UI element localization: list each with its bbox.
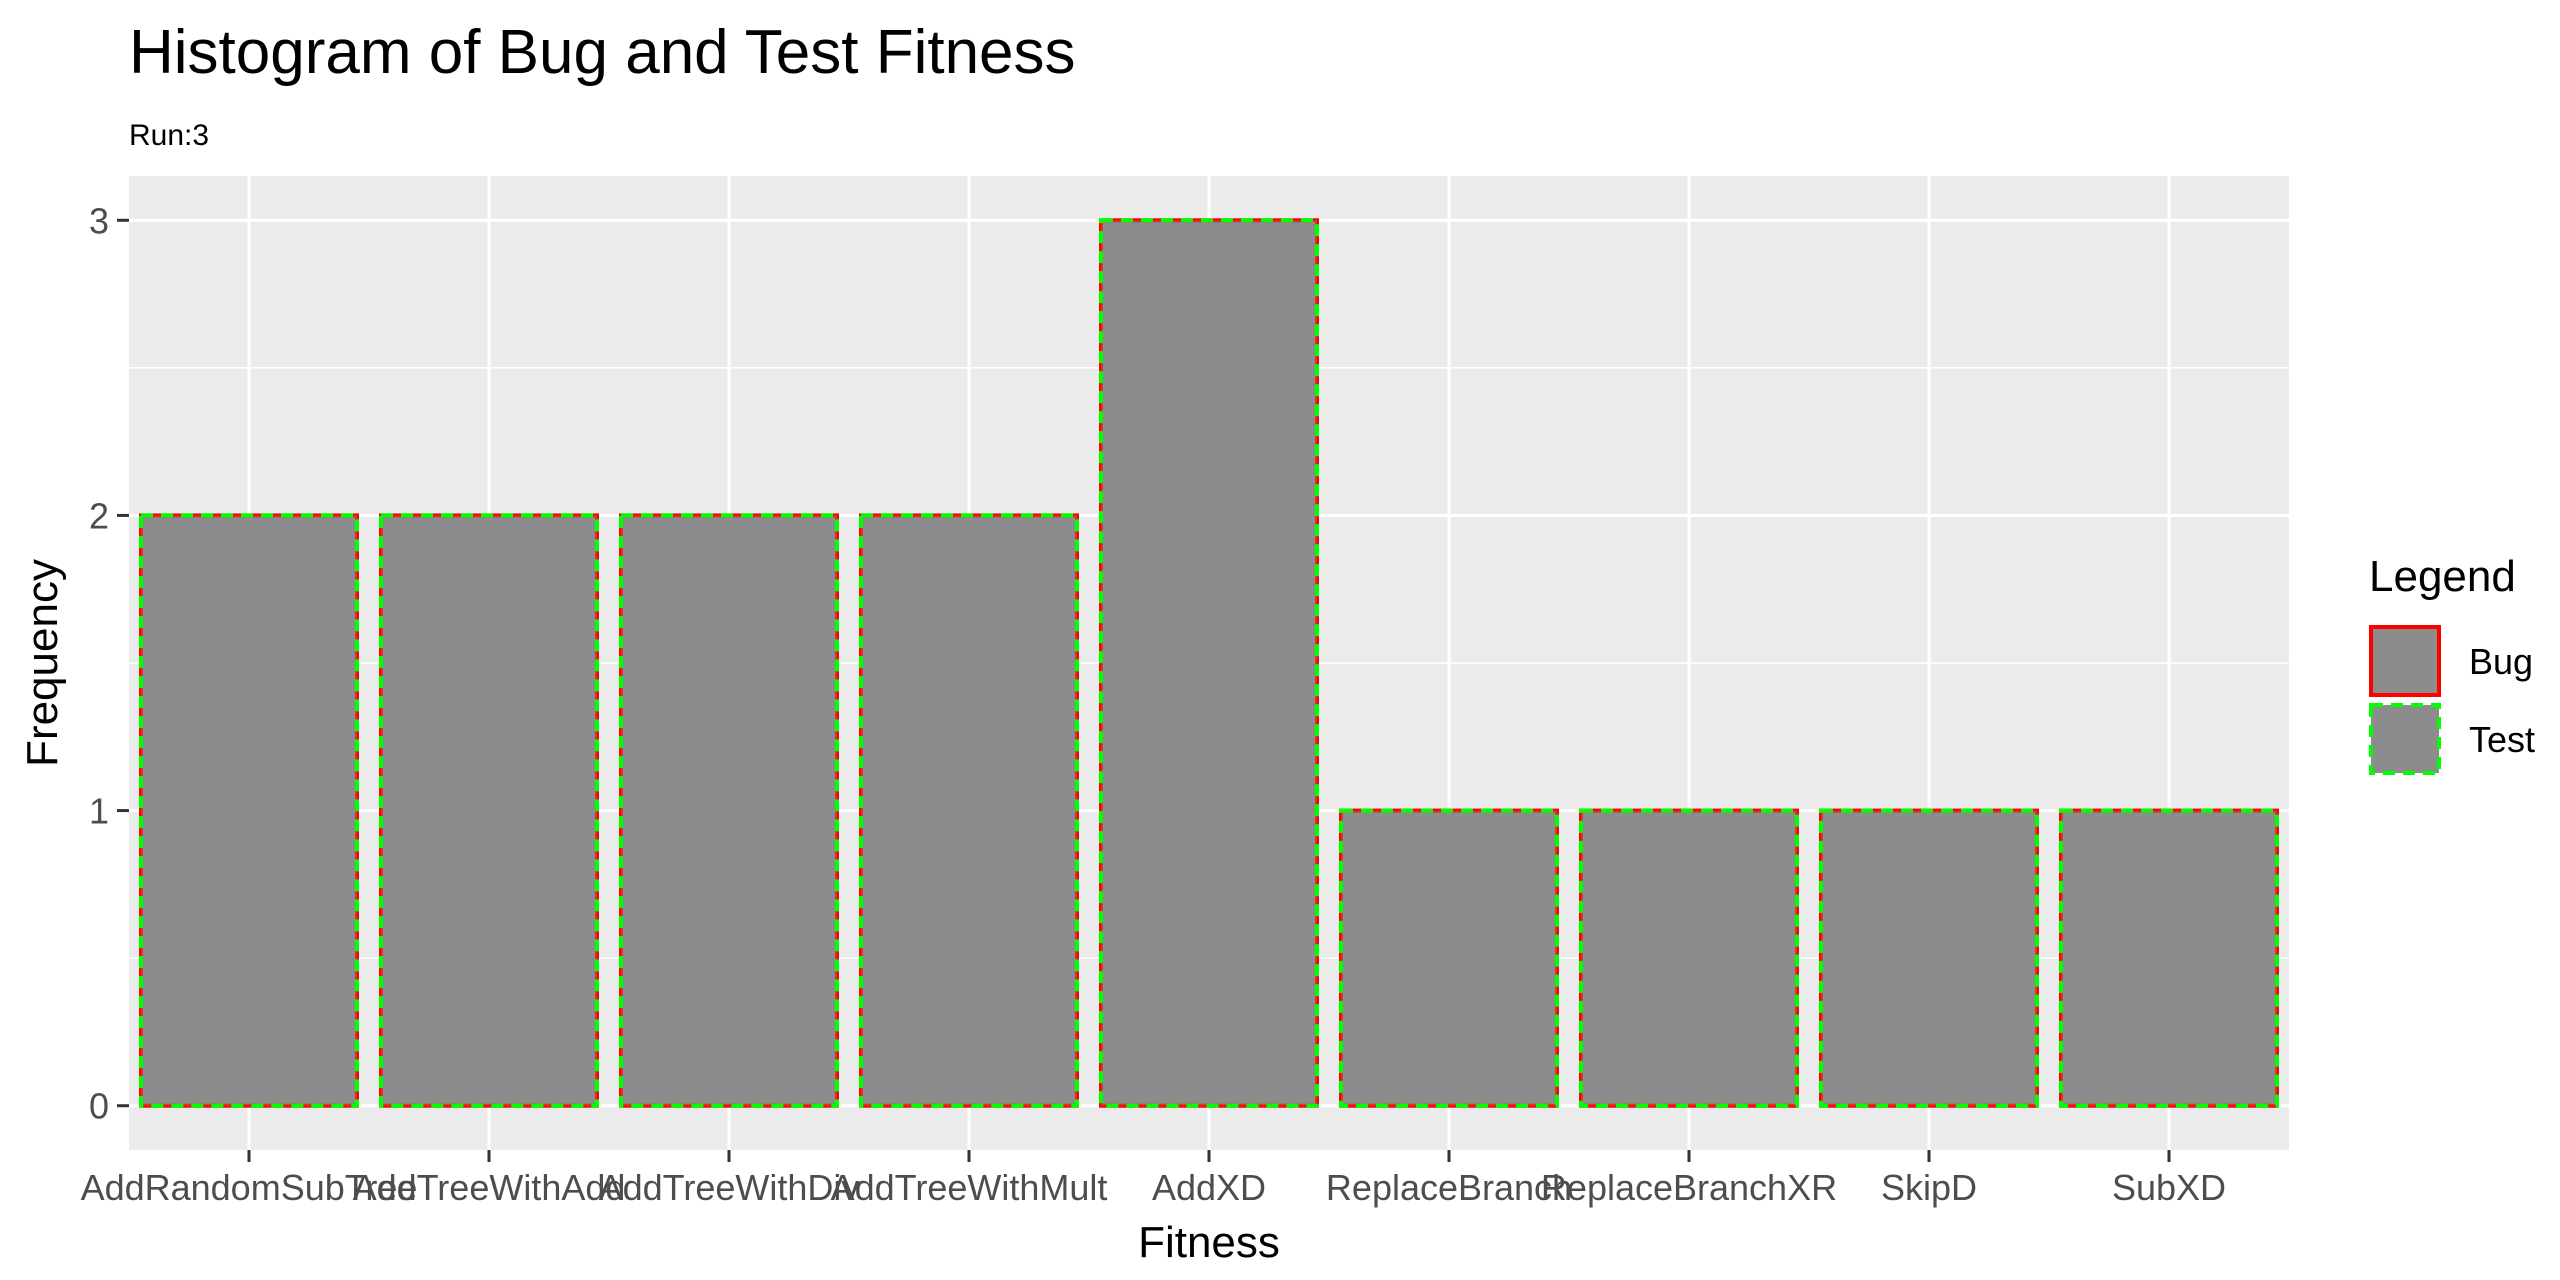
x-tick-label: AddTreeWithMult — [831, 1167, 1108, 1208]
y-axis-title: Frequency — [18, 559, 67, 767]
x-tick-label: SubXD — [2112, 1167, 2226, 1208]
bar-test — [1819, 808, 2039, 1108]
bar-test — [1099, 218, 1319, 1108]
x-tick-label: AddXD — [1152, 1167, 1266, 1208]
x-tick-label: AddTreeWithAdd — [353, 1167, 626, 1208]
x-axis: AddRandomSubTreeAddTreeWithAddAddTreeWit… — [81, 1150, 2226, 1208]
x-tick-label: AddTreeWithDiv — [599, 1167, 860, 1208]
legend: Legend Bug Test — [2369, 552, 2535, 775]
bar-bug — [2059, 808, 2279, 1108]
chart-subtitle: Run:3 — [129, 119, 209, 152]
y-tick-label: 0 — [89, 1086, 109, 1127]
bar-bug — [619, 513, 839, 1108]
bar-test — [1579, 808, 1799, 1108]
bar-test — [379, 513, 599, 1108]
legend-key-test — [2369, 703, 2441, 775]
x-tick-label: AddRandomSubTree — [81, 1167, 418, 1208]
y-tick-label: 2 — [89, 495, 109, 536]
bar-bug — [1579, 808, 1799, 1108]
y-tick-label: 3 — [89, 200, 109, 241]
bar-test — [2059, 808, 2279, 1108]
legend-label-test: Test — [2469, 719, 2535, 760]
x-tick-label: SkipD — [1881, 1167, 1977, 1208]
bar-test — [1339, 808, 1559, 1108]
bar-bug — [1339, 808, 1559, 1108]
bar-bug — [1099, 218, 1319, 1108]
bars — [139, 218, 2279, 1108]
bar-test — [859, 513, 1079, 1108]
legend-title: Legend — [2369, 552, 2516, 601]
bar-bug — [379, 513, 599, 1108]
x-tick-label: ReplaceBranchXR — [1541, 1167, 1837, 1208]
bar-bug — [1819, 808, 2039, 1108]
bar-test — [139, 513, 359, 1108]
y-tick-label: 1 — [89, 791, 109, 832]
bar-test — [619, 513, 839, 1108]
legend-key-bug — [2369, 625, 2441, 697]
x-axis-title: Fitness — [1138, 1218, 1280, 1267]
y-axis: 0 1 2 3 — [89, 200, 129, 1127]
x-tick-label: ReplaceBranch — [1326, 1167, 1572, 1208]
chart-title: Histogram of Bug and Test Fitness — [129, 18, 1076, 87]
legend-label-bug: Bug — [2469, 641, 2533, 682]
bar-bug — [859, 513, 1079, 1108]
